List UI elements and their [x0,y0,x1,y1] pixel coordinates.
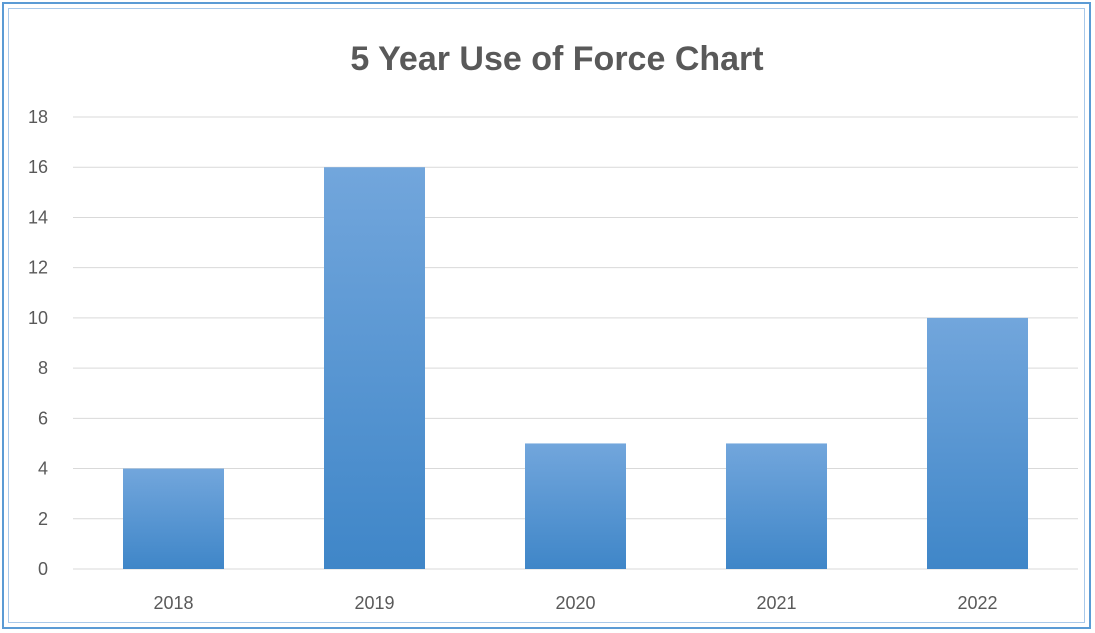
bar-2019 [324,167,425,569]
bar-2018 [123,468,224,569]
y-tick-label: 8 [38,358,48,378]
x-tick-label: 2019 [354,593,394,613]
y-axis-ticks: 0 2 4 6 8 10 12 14 16 18 [28,107,48,579]
bars [123,167,1028,569]
bar-2021 [726,443,827,569]
bar-2022 [927,317,1028,569]
y-tick-label: 10 [28,308,48,328]
y-tick-label: 6 [38,408,48,428]
x-axis-ticks: 2018 2019 2020 2021 2022 [153,593,997,613]
y-tick-label: 2 [38,509,48,529]
y-tick-label: 18 [28,107,48,127]
y-tick-label: 16 [28,157,48,177]
x-tick-label: 2021 [756,593,796,613]
x-tick-label: 2022 [957,593,997,613]
y-tick-label: 4 [38,459,48,479]
chart-title: 5 Year Use of Force Chart [350,40,763,78]
gridlines [73,116,1078,570]
x-tick-label: 2020 [555,593,595,613]
y-tick-label: 12 [28,258,48,278]
y-tick-label: 0 [38,559,48,579]
chart-frame-inner [8,8,1085,623]
x-tick-label: 2018 [153,593,193,613]
bar-2020 [525,443,626,569]
y-tick-label: 14 [28,207,48,227]
